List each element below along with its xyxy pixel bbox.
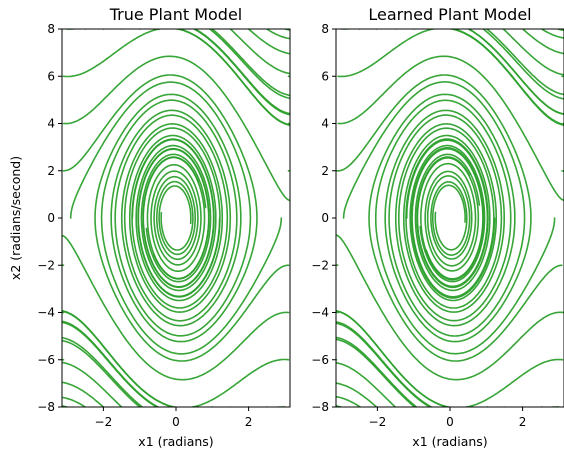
trajectory-line — [62, 396, 86, 407]
trajectory-line — [336, 338, 416, 407]
trajectory-line — [336, 234, 564, 381]
y-tick-label: 8 — [47, 22, 55, 36]
x-tick-label: −2 — [95, 415, 113, 429]
x-axis-label: x1 (radians) — [138, 434, 213, 449]
trajectory-line — [211, 29, 290, 97]
y-tick-label: 6 — [321, 69, 329, 83]
trajectory-line — [410, 147, 496, 299]
trajectory-line — [368, 93, 563, 362]
trajectories — [336, 29, 564, 407]
trajectory-line — [137, 148, 221, 298]
trajectory-line — [486, 29, 564, 96]
trajectory-line — [284, 29, 290, 31]
y-tick-label: −8 — [37, 400, 55, 414]
y-tick-label: −2 — [37, 258, 55, 272]
trajectory-line — [62, 234, 290, 381]
y-tick-label: −4 — [37, 306, 55, 320]
trajectory-line — [62, 405, 68, 407]
trajectory-line — [336, 395, 361, 407]
x-tick-label: −2 — [369, 415, 387, 429]
panel-learned-plant: −8 −6 −4 −2 0 2 4 6 8 −2 0 2 Learned Plant Model x1 (… — [311, 5, 564, 449]
trajectory-line — [273, 406, 286, 407]
trajectory-line — [540, 29, 564, 39]
trajectory-line — [62, 361, 123, 407]
trajectory-line — [247, 406, 250, 407]
trajectory-line — [62, 336, 232, 407]
y-tick-label: −2 — [311, 258, 329, 272]
trajectory-line — [336, 322, 489, 407]
chart-title: True Plant Model — [109, 5, 243, 24]
y-tick-label: −6 — [311, 353, 329, 367]
trajectory-line — [287, 170, 290, 172]
trajectory-line — [337, 55, 564, 202]
chart-title: Learned Plant Model — [368, 5, 531, 24]
x-tick-label: 0 — [172, 415, 180, 429]
y-tick-label: 2 — [321, 164, 329, 178]
trajectory-line — [94, 93, 290, 362]
trajectory-line — [62, 29, 290, 127]
y-tick-label: 4 — [321, 117, 329, 131]
y-tick-label: −6 — [37, 353, 55, 367]
trajectory-line — [522, 29, 564, 55]
trajectory-line — [467, 29, 564, 116]
trajectory-line — [287, 75, 290, 78]
y-tick-label: 2 — [47, 164, 55, 178]
trajectory-line — [336, 405, 342, 407]
trajectory-line — [62, 55, 290, 202]
y-tick-label: 0 — [47, 211, 55, 225]
axes-frame — [335, 28, 564, 408]
axes-frame — [61, 28, 291, 408]
trajectory-line — [395, 29, 564, 100]
y-tick-label: −4 — [311, 306, 329, 320]
trajectory-line — [62, 309, 290, 407]
trajectory-line — [62, 74, 258, 343]
trajectory-line — [264, 406, 268, 407]
trajectory-line — [287, 122, 290, 125]
y-tick-label: 0 — [321, 211, 329, 225]
y-tick-label: 4 — [47, 117, 55, 131]
trajectory-line — [131, 138, 215, 288]
y-tick-label: −8 — [311, 400, 329, 414]
trajectory-line — [120, 29, 290, 100]
y-tick-label: 6 — [47, 69, 55, 83]
x-tick-label: 2 — [245, 415, 253, 429]
trajectory-line — [520, 406, 523, 407]
panel-true-plant: −8 −6 −4 −2 0 2 4 6 8 −2 0 2 True Plant Model x1 (rad… — [8, 5, 291, 449]
y-tick-label: 8 — [321, 22, 329, 36]
trajectory-line — [247, 29, 290, 55]
trajectory-line — [406, 139, 489, 288]
trajectory-line — [336, 361, 396, 407]
trajectory-line — [266, 29, 290, 40]
x-tick-label: 2 — [519, 415, 527, 429]
trajectory-line — [336, 309, 564, 407]
trajectory-line — [547, 406, 560, 407]
trajectory-line — [336, 74, 532, 343]
trajectory-line — [62, 321, 214, 407]
trajectory-line — [138, 29, 290, 115]
trajectory-line — [374, 99, 556, 355]
trajectory-line — [502, 29, 564, 76]
y-axis-label: x2 (radians/second) — [8, 156, 23, 280]
trajectory-line — [62, 381, 105, 407]
trajectories — [62, 29, 290, 407]
x-tick-label: 0 — [446, 415, 454, 429]
trajectory-line — [557, 29, 564, 32]
trajectory-line — [336, 336, 505, 407]
trajectory-line — [342, 81, 526, 337]
trajectory-line — [193, 29, 290, 116]
trajectory-line — [337, 29, 564, 127]
x-axis-label: x1 (radians) — [412, 434, 487, 449]
trajectory-line — [62, 339, 141, 407]
trajectory-line — [229, 29, 290, 75]
trajectory-line — [336, 382, 378, 407]
